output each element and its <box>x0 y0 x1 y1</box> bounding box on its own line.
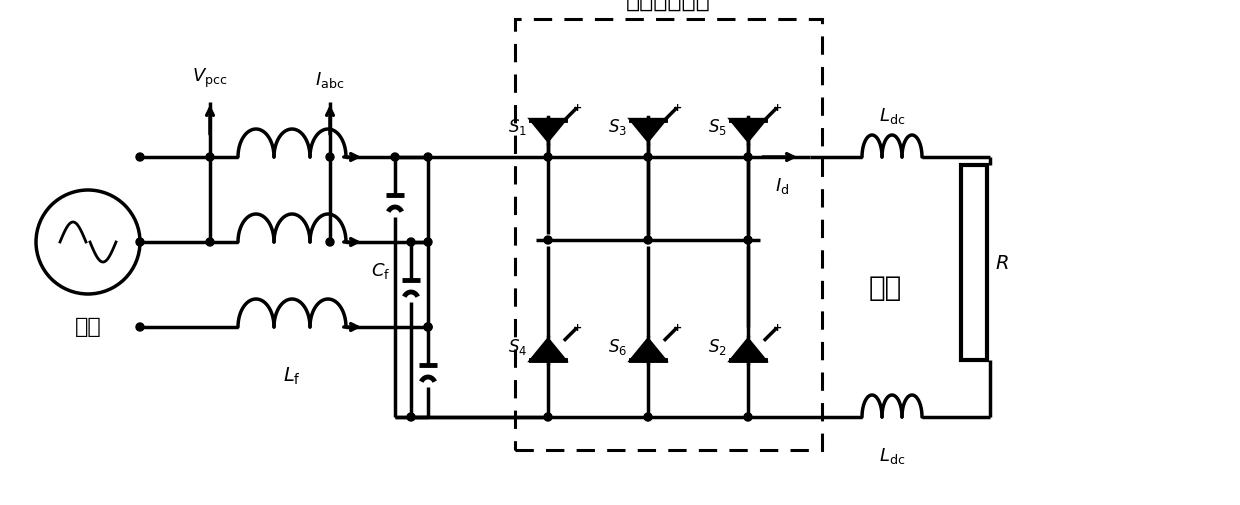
Text: +: + <box>673 322 682 332</box>
FancyBboxPatch shape <box>961 166 987 360</box>
Circle shape <box>744 154 751 162</box>
Circle shape <box>424 238 432 246</box>
Text: +: + <box>573 103 583 113</box>
Polygon shape <box>631 340 665 361</box>
Circle shape <box>424 154 432 162</box>
Circle shape <box>136 323 144 331</box>
Text: $L_{\mathrm{f}}$: $L_{\mathrm{f}}$ <box>283 365 301 386</box>
Text: $L_{\mathrm{dc}}$: $L_{\mathrm{dc}}$ <box>879 106 905 126</box>
Text: $S_5$: $S_5$ <box>708 117 727 137</box>
Circle shape <box>544 413 552 421</box>
Polygon shape <box>631 120 665 141</box>
Polygon shape <box>531 340 565 361</box>
Circle shape <box>326 238 334 246</box>
Text: +: + <box>773 322 782 332</box>
Text: $S_1$: $S_1$ <box>508 117 527 137</box>
Text: $S_3$: $S_3$ <box>608 117 627 137</box>
Text: $V_{\mathrm{pcc}}$: $V_{\mathrm{pcc}}$ <box>192 67 228 90</box>
Circle shape <box>206 238 215 246</box>
Circle shape <box>326 154 334 162</box>
Circle shape <box>644 236 652 244</box>
Text: $I_{\mathrm{d}}$: $I_{\mathrm{d}}$ <box>775 176 789 195</box>
Text: +: + <box>773 103 782 113</box>
Circle shape <box>407 238 415 246</box>
Circle shape <box>744 236 751 244</box>
Text: 电流源变流器: 电流源变流器 <box>626 0 711 12</box>
Circle shape <box>644 413 652 421</box>
Text: 电网: 电网 <box>74 316 102 336</box>
Circle shape <box>424 323 432 331</box>
Text: 负载: 负载 <box>869 274 903 301</box>
Text: +: + <box>573 322 583 332</box>
Circle shape <box>744 413 751 421</box>
Text: $I_{\mathrm{abc}}$: $I_{\mathrm{abc}}$ <box>315 70 345 90</box>
Circle shape <box>644 154 652 162</box>
Circle shape <box>544 154 552 162</box>
Circle shape <box>391 154 399 162</box>
Polygon shape <box>730 120 765 141</box>
Circle shape <box>206 154 215 162</box>
Circle shape <box>544 236 552 244</box>
Text: $R$: $R$ <box>994 254 1008 273</box>
Text: $S_2$: $S_2$ <box>708 336 727 357</box>
Text: $S_6$: $S_6$ <box>608 336 627 357</box>
Circle shape <box>424 323 432 331</box>
Text: $S_4$: $S_4$ <box>508 336 527 357</box>
Circle shape <box>136 154 144 162</box>
Text: $L_{\mathrm{dc}}$: $L_{\mathrm{dc}}$ <box>879 445 905 465</box>
Text: +: + <box>673 103 682 113</box>
Text: $C_{\mathrm{f}}$: $C_{\mathrm{f}}$ <box>371 261 391 280</box>
Circle shape <box>407 413 415 421</box>
Polygon shape <box>730 340 765 361</box>
Polygon shape <box>531 120 565 141</box>
Circle shape <box>136 238 144 246</box>
